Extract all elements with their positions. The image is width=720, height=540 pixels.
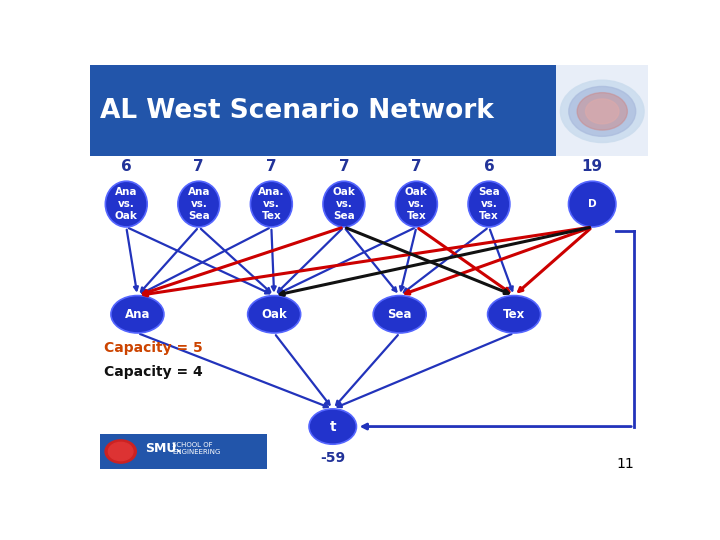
- Ellipse shape: [323, 181, 365, 227]
- Text: Oak
vs.
Tex: Oak vs. Tex: [405, 187, 428, 221]
- Ellipse shape: [569, 181, 616, 227]
- Text: Ana: Ana: [125, 308, 150, 321]
- Ellipse shape: [248, 295, 301, 333]
- Text: SMU.: SMU.: [145, 442, 181, 455]
- Circle shape: [585, 99, 619, 124]
- Circle shape: [105, 440, 136, 463]
- Text: Sea: Sea: [387, 308, 412, 321]
- Text: Ana.
vs.
Tex: Ana. vs. Tex: [258, 187, 284, 221]
- Ellipse shape: [105, 181, 147, 227]
- Circle shape: [569, 86, 636, 136]
- Text: SCHOOL OF
ENGINEERING: SCHOOL OF ENGINEERING: [172, 442, 220, 455]
- Text: 6: 6: [121, 159, 132, 174]
- FancyBboxPatch shape: [90, 65, 556, 156]
- Ellipse shape: [373, 295, 426, 333]
- Text: D: D: [588, 199, 596, 209]
- Text: 6: 6: [484, 159, 495, 174]
- Text: Oak
vs.
Sea: Oak vs. Sea: [333, 187, 356, 221]
- Circle shape: [109, 442, 133, 461]
- Text: 7: 7: [194, 159, 204, 174]
- Text: Tex: Tex: [503, 308, 525, 321]
- Text: 7: 7: [411, 159, 422, 174]
- Text: AL West Scenario Network: AL West Scenario Network: [100, 98, 494, 124]
- Text: Oak: Oak: [261, 308, 287, 321]
- FancyBboxPatch shape: [100, 434, 267, 469]
- Text: Capacity = 5: Capacity = 5: [104, 341, 203, 355]
- Ellipse shape: [178, 181, 220, 227]
- Ellipse shape: [487, 295, 541, 333]
- Ellipse shape: [251, 181, 292, 227]
- Ellipse shape: [468, 181, 510, 227]
- Ellipse shape: [111, 295, 164, 333]
- Circle shape: [560, 80, 644, 143]
- FancyBboxPatch shape: [556, 65, 648, 156]
- Text: 19: 19: [582, 159, 603, 174]
- Ellipse shape: [395, 181, 437, 227]
- Text: Capacity = 4: Capacity = 4: [104, 365, 203, 379]
- Text: 7: 7: [338, 159, 349, 174]
- Text: 7: 7: [266, 159, 276, 174]
- Text: Ana
vs.
Sea: Ana vs. Sea: [187, 187, 210, 221]
- Circle shape: [577, 93, 627, 130]
- Text: t: t: [330, 420, 336, 434]
- Text: Sea
vs.
Tex: Sea vs. Tex: [478, 187, 500, 221]
- Text: 11: 11: [616, 457, 634, 471]
- Ellipse shape: [309, 409, 356, 444]
- Text: Ana
vs.
Oak: Ana vs. Oak: [114, 187, 138, 221]
- Text: -59: -59: [320, 451, 346, 465]
